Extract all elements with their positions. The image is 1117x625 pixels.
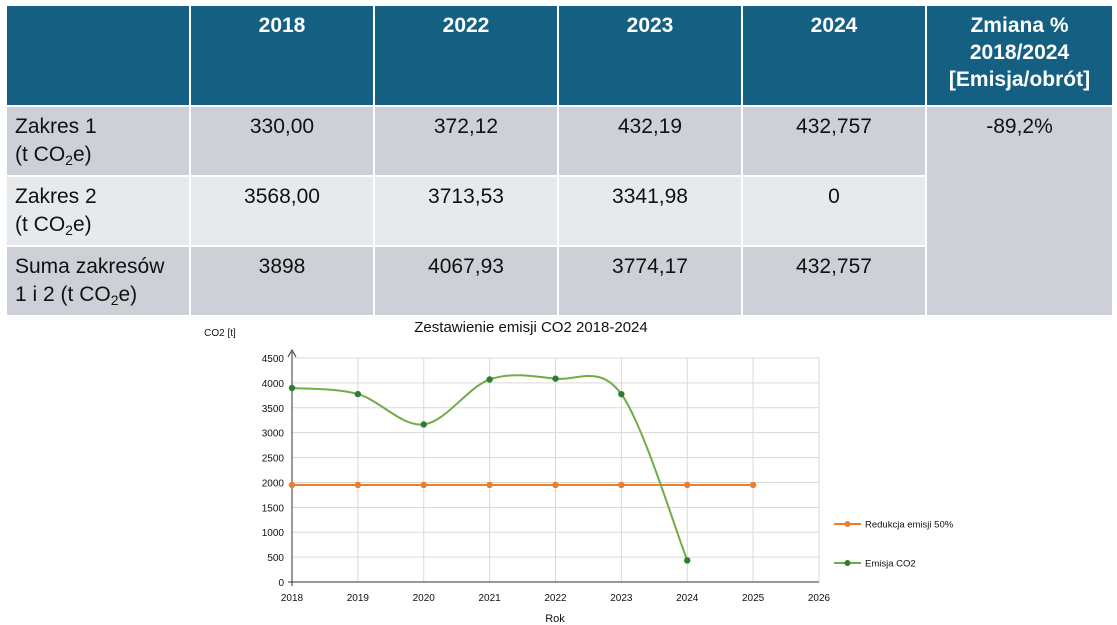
row-label-suffix: e): [72, 143, 92, 166]
y-axis-label: CO2 [t]: [204, 328, 236, 339]
data-point: [618, 481, 625, 489]
change-value-cell: -89,2%: [925, 105, 1114, 317]
x-tick-label: 2021: [479, 593, 502, 604]
chart-grid: [287, 348, 820, 586]
data-point: [354, 481, 362, 489]
x-tick-label: 2019: [347, 593, 370, 604]
table-cell: 432,19: [557, 105, 743, 177]
x-tick-label: 2022: [544, 593, 567, 604]
row-label-sub: 2: [65, 222, 73, 238]
table-cell: 0: [741, 175, 927, 247]
data-point: [288, 384, 296, 392]
y-axis-arrow: [287, 348, 297, 358]
table-cell: 3774,17: [557, 245, 743, 317]
table-cell: 3713,53: [373, 175, 559, 247]
x-tick-label: 2026: [808, 593, 831, 604]
x-tick-label: 2020: [413, 593, 436, 604]
x-tick-labels: 2018 2019 2020 2021 2022 2023 2024 2025 2026: [281, 593, 831, 604]
emissions-table: 2018 2022 2023 2024 Zmiana % 2018/2024 […: [5, 4, 1114, 317]
header-cell-2023: 2023: [557, 4, 743, 107]
y-tick-label: 2500: [262, 454, 285, 465]
y-tick-labels: 0 500 1000 1500 2000 2500 3000 3500 4000 4500: [262, 354, 285, 589]
change-header-line2: 2018/2024: [969, 41, 1070, 64]
y-tick-label: 1000: [262, 528, 285, 539]
data-point: [552, 375, 559, 382]
legend-label: Emisja CO2: [865, 559, 916, 570]
header-cell-empty: [5, 4, 191, 107]
chart-legend: Redukcja emisji 50% Emisja CO2: [834, 520, 954, 570]
row-label-suffix: e): [118, 283, 138, 306]
x-tick-label: 2024: [676, 593, 699, 604]
chart-series: [288, 374, 757, 564]
y-tick-label: 0: [278, 578, 284, 589]
data-point: [354, 390, 362, 398]
header-cell-2022: 2022: [373, 4, 559, 107]
table-cell: 3568,00: [189, 175, 375, 247]
y-tick-label: 4500: [262, 354, 285, 365]
y-tick-label: 3500: [262, 404, 285, 415]
legend-label: Redukcja emisji 50%: [865, 520, 954, 531]
y-tick-label: 2000: [262, 478, 285, 489]
emissions-line-chart: Zestawienie emisji CO2 2018-2024 CO2 [t]…: [204, 319, 954, 625]
data-point: [618, 390, 625, 398]
table-row: Zakres 2 (t CO2e) 3568,00 3713,53 3341,9…: [5, 175, 1113, 247]
table-row: Suma zakresów 1 i 2 (t CO2e) 3898 4067,9…: [5, 245, 1113, 317]
row-label-suffix: e): [72, 213, 92, 236]
table-cell: 3341,98: [557, 175, 743, 247]
y-tick-label: 4000: [262, 379, 285, 390]
table-row: Zakres 1 (t CO2e) 330,00 372,12 432,19 4…: [5, 105, 1114, 317]
header-cell-change: Zmiana % 2018/2024 [Emisja/obrót]: [925, 4, 1114, 107]
x-axis-label: Rok: [545, 613, 565, 625]
table-cell: 372,12: [373, 105, 559, 177]
row-label-sub: 2: [110, 292, 119, 308]
row-label-prefix: (t CO: [15, 213, 66, 236]
data-point: [749, 481, 757, 489]
legend-swatch-marker: [844, 560, 851, 566]
data-point: [552, 481, 559, 489]
row-label-line1: Zakres 1: [15, 115, 97, 138]
row-label-scope2: Zakres 2 (t CO2e): [5, 175, 191, 247]
table-cell: 432,757: [741, 105, 927, 177]
data-point: [420, 421, 427, 428]
y-tick-label: 1500: [262, 503, 285, 514]
data-point: [684, 557, 691, 564]
row-label-sum: Suma zakresów 1 i 2 (t CO2e): [5, 245, 191, 317]
data-point: [288, 481, 296, 489]
table-header-row: 2018 2022 2023 2024 Zmiana % 2018/2024 […: [5, 4, 1114, 107]
data-point: [684, 481, 691, 489]
row-label-line1: Zakres 2: [15, 185, 97, 208]
row-label-sub: 2: [65, 152, 73, 168]
x-tick-label: 2023: [610, 593, 633, 604]
data-point: [486, 376, 493, 383]
row-label-scope1: Zakres 1 (t CO2e): [5, 105, 191, 177]
row-label-line1: Suma zakresów: [15, 255, 165, 278]
change-header-line3: [Emisja/obrót]: [948, 68, 1091, 91]
row-label-prefix: 1 i 2 (t CO: [15, 283, 111, 306]
legend-swatch-marker: [844, 521, 851, 527]
table-cell: 432,757: [741, 245, 927, 317]
header-cell-2024: 2024: [741, 4, 927, 107]
y-tick-label: 500: [267, 553, 284, 564]
chart-title: Zestawienie emisji CO2 2018-2024: [414, 319, 647, 336]
x-tick-label: 2025: [742, 593, 765, 604]
table-cell: 3898: [189, 245, 375, 317]
header-cell-2018: 2018: [189, 4, 375, 107]
row-label-prefix: (t CO: [15, 143, 66, 166]
data-point: [486, 481, 493, 489]
table-cell: 4067,93: [373, 245, 559, 317]
x-tick-label: 2018: [281, 593, 304, 604]
data-point: [420, 481, 427, 489]
y-tick-label: 3000: [262, 429, 285, 440]
change-header-line1: Zmiana %: [970, 14, 1069, 37]
table-cell: 330,00: [189, 105, 375, 177]
